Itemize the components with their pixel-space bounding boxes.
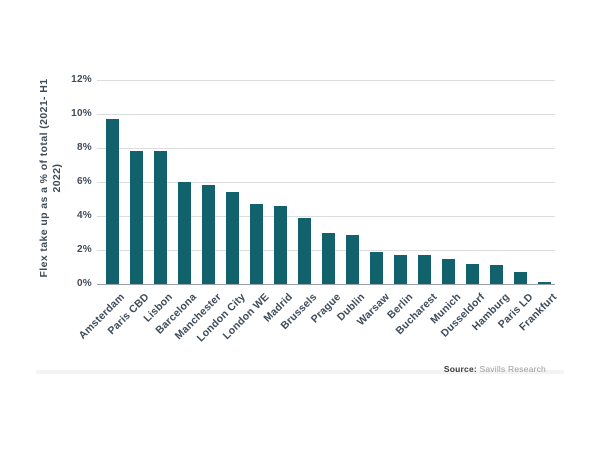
bar-frankfurt [537,282,551,284]
bar-bucharest [417,255,431,284]
y-tick-label-12pct: 12% [71,74,92,85]
source-text: Savills Research [476,364,546,374]
y-tick-label-0pct: 0% [76,278,92,289]
y-tick-label-6pct: 6% [76,176,92,187]
bar-warsaw [369,251,383,284]
bar-dublin [345,234,359,284]
x-axis-line [97,284,555,285]
y-tick-label-4pct: 4% [76,210,92,221]
bar-lisbon [153,151,167,284]
y-tick-label-8pct: 8% [76,142,92,153]
gridline-4pct [97,216,555,217]
gridline-12pct [97,80,555,81]
bar-hamburg [489,265,503,284]
gridline-8pct [97,148,555,149]
bar-london-city [225,192,239,284]
bar-london-we [249,204,263,284]
gridline-10pct [97,114,555,115]
y-tick-label-2pct: 2% [76,244,92,255]
footer-divider [36,370,564,374]
bar-madrid [273,205,287,284]
bar-prague [321,233,335,284]
bar-paris-ld [513,272,527,284]
gridline-6pct [97,182,555,183]
source-label: Source: [443,364,477,374]
bar-amsterdam [105,119,119,284]
y-tick-label-10pct: 10% [71,108,92,119]
bar-manchester [201,185,215,284]
bar-berlin [393,255,407,284]
bar-paris-cbd [129,151,143,284]
source-note: Source: Savills Research [444,364,546,374]
bar-munich [441,258,455,284]
bar-brussels [297,217,311,284]
bar-barcelona [177,182,191,284]
bar-dusseldorf [465,263,479,284]
